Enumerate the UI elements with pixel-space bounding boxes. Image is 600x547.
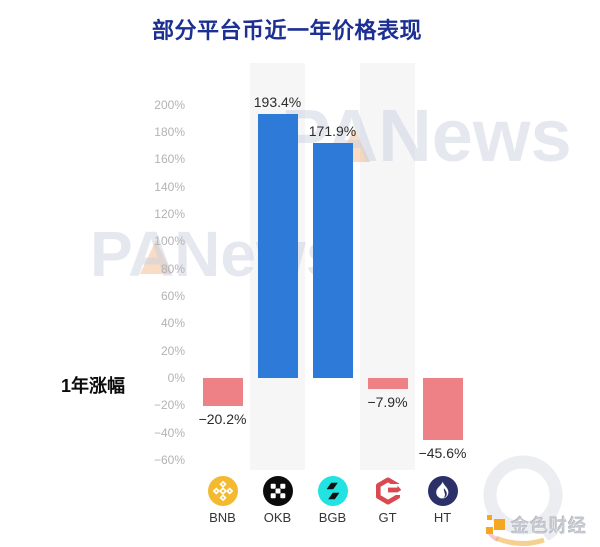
value-label-ht: −45.6% bbox=[418, 445, 467, 462]
y-axis-tick-label: −20% bbox=[153, 398, 185, 413]
category-gt: GT bbox=[360, 476, 415, 525]
value-label-okb: 193.4% bbox=[253, 93, 302, 110]
y-axis-tick-label: 20% bbox=[160, 343, 185, 358]
x-axis: BNB OKB B bbox=[195, 476, 470, 525]
y-axis-tick-label: 100% bbox=[154, 234, 185, 249]
bar-bgb bbox=[312, 142, 353, 378]
value-label-gt: −7.9% bbox=[367, 393, 408, 410]
ht-icon bbox=[427, 476, 458, 506]
category-label: HT bbox=[433, 510, 452, 525]
jinse-blocks-icon bbox=[486, 515, 506, 535]
y-axis-tick-label: 120% bbox=[154, 206, 185, 221]
y-axis-tick-label: 60% bbox=[160, 288, 185, 303]
category-okb: OKB bbox=[250, 476, 305, 525]
chart-title: 部分平台币近一年价格表现 bbox=[152, 18, 423, 43]
y-axis-name: 1年涨幅 bbox=[61, 376, 126, 396]
gt-icon bbox=[375, 477, 403, 505]
bar-bnb bbox=[202, 378, 243, 406]
category-bgb: BGB bbox=[305, 476, 360, 525]
bar-okb bbox=[257, 113, 298, 378]
y-axis-tick-label: 160% bbox=[154, 152, 185, 167]
jinse-brand-text: 金色财经 bbox=[511, 516, 587, 536]
value-label-bgb: 171.9% bbox=[308, 122, 357, 139]
y-axis-tick-label: 180% bbox=[154, 124, 185, 139]
y-axis-tick-label: 140% bbox=[154, 179, 185, 194]
watermark-accent-icon bbox=[140, 240, 172, 274]
jinse-logo: 金色财经 bbox=[486, 512, 587, 538]
category-label: OKB bbox=[263, 510, 292, 525]
category-label: BNB bbox=[209, 510, 236, 525]
category-bnb: BNB bbox=[195, 476, 250, 525]
y-axis-tick-label: 80% bbox=[160, 261, 185, 276]
y-axis-tick-label: −60% bbox=[153, 453, 185, 468]
y-axis-tick-label: 0% bbox=[167, 371, 185, 385]
y-axis-tick-label: 200% bbox=[154, 97, 185, 112]
bgb-icon bbox=[317, 476, 348, 506]
bnb-icon bbox=[207, 476, 238, 506]
category-label: BGB bbox=[318, 510, 347, 525]
bar-gt bbox=[367, 378, 408, 389]
value-label-bnb: −20.2% bbox=[198, 410, 247, 427]
split-area-band bbox=[360, 63, 415, 470]
bar-ht bbox=[422, 378, 463, 441]
y-axis-tick-label: −40% bbox=[153, 425, 185, 440]
category-label: GT bbox=[378, 510, 397, 525]
jinse-watermark-icon bbox=[483, 455, 563, 546]
y-axis-tick-label: 40% bbox=[160, 316, 185, 331]
okb-icon bbox=[262, 476, 293, 506]
category-ht: HT bbox=[415, 476, 470, 525]
